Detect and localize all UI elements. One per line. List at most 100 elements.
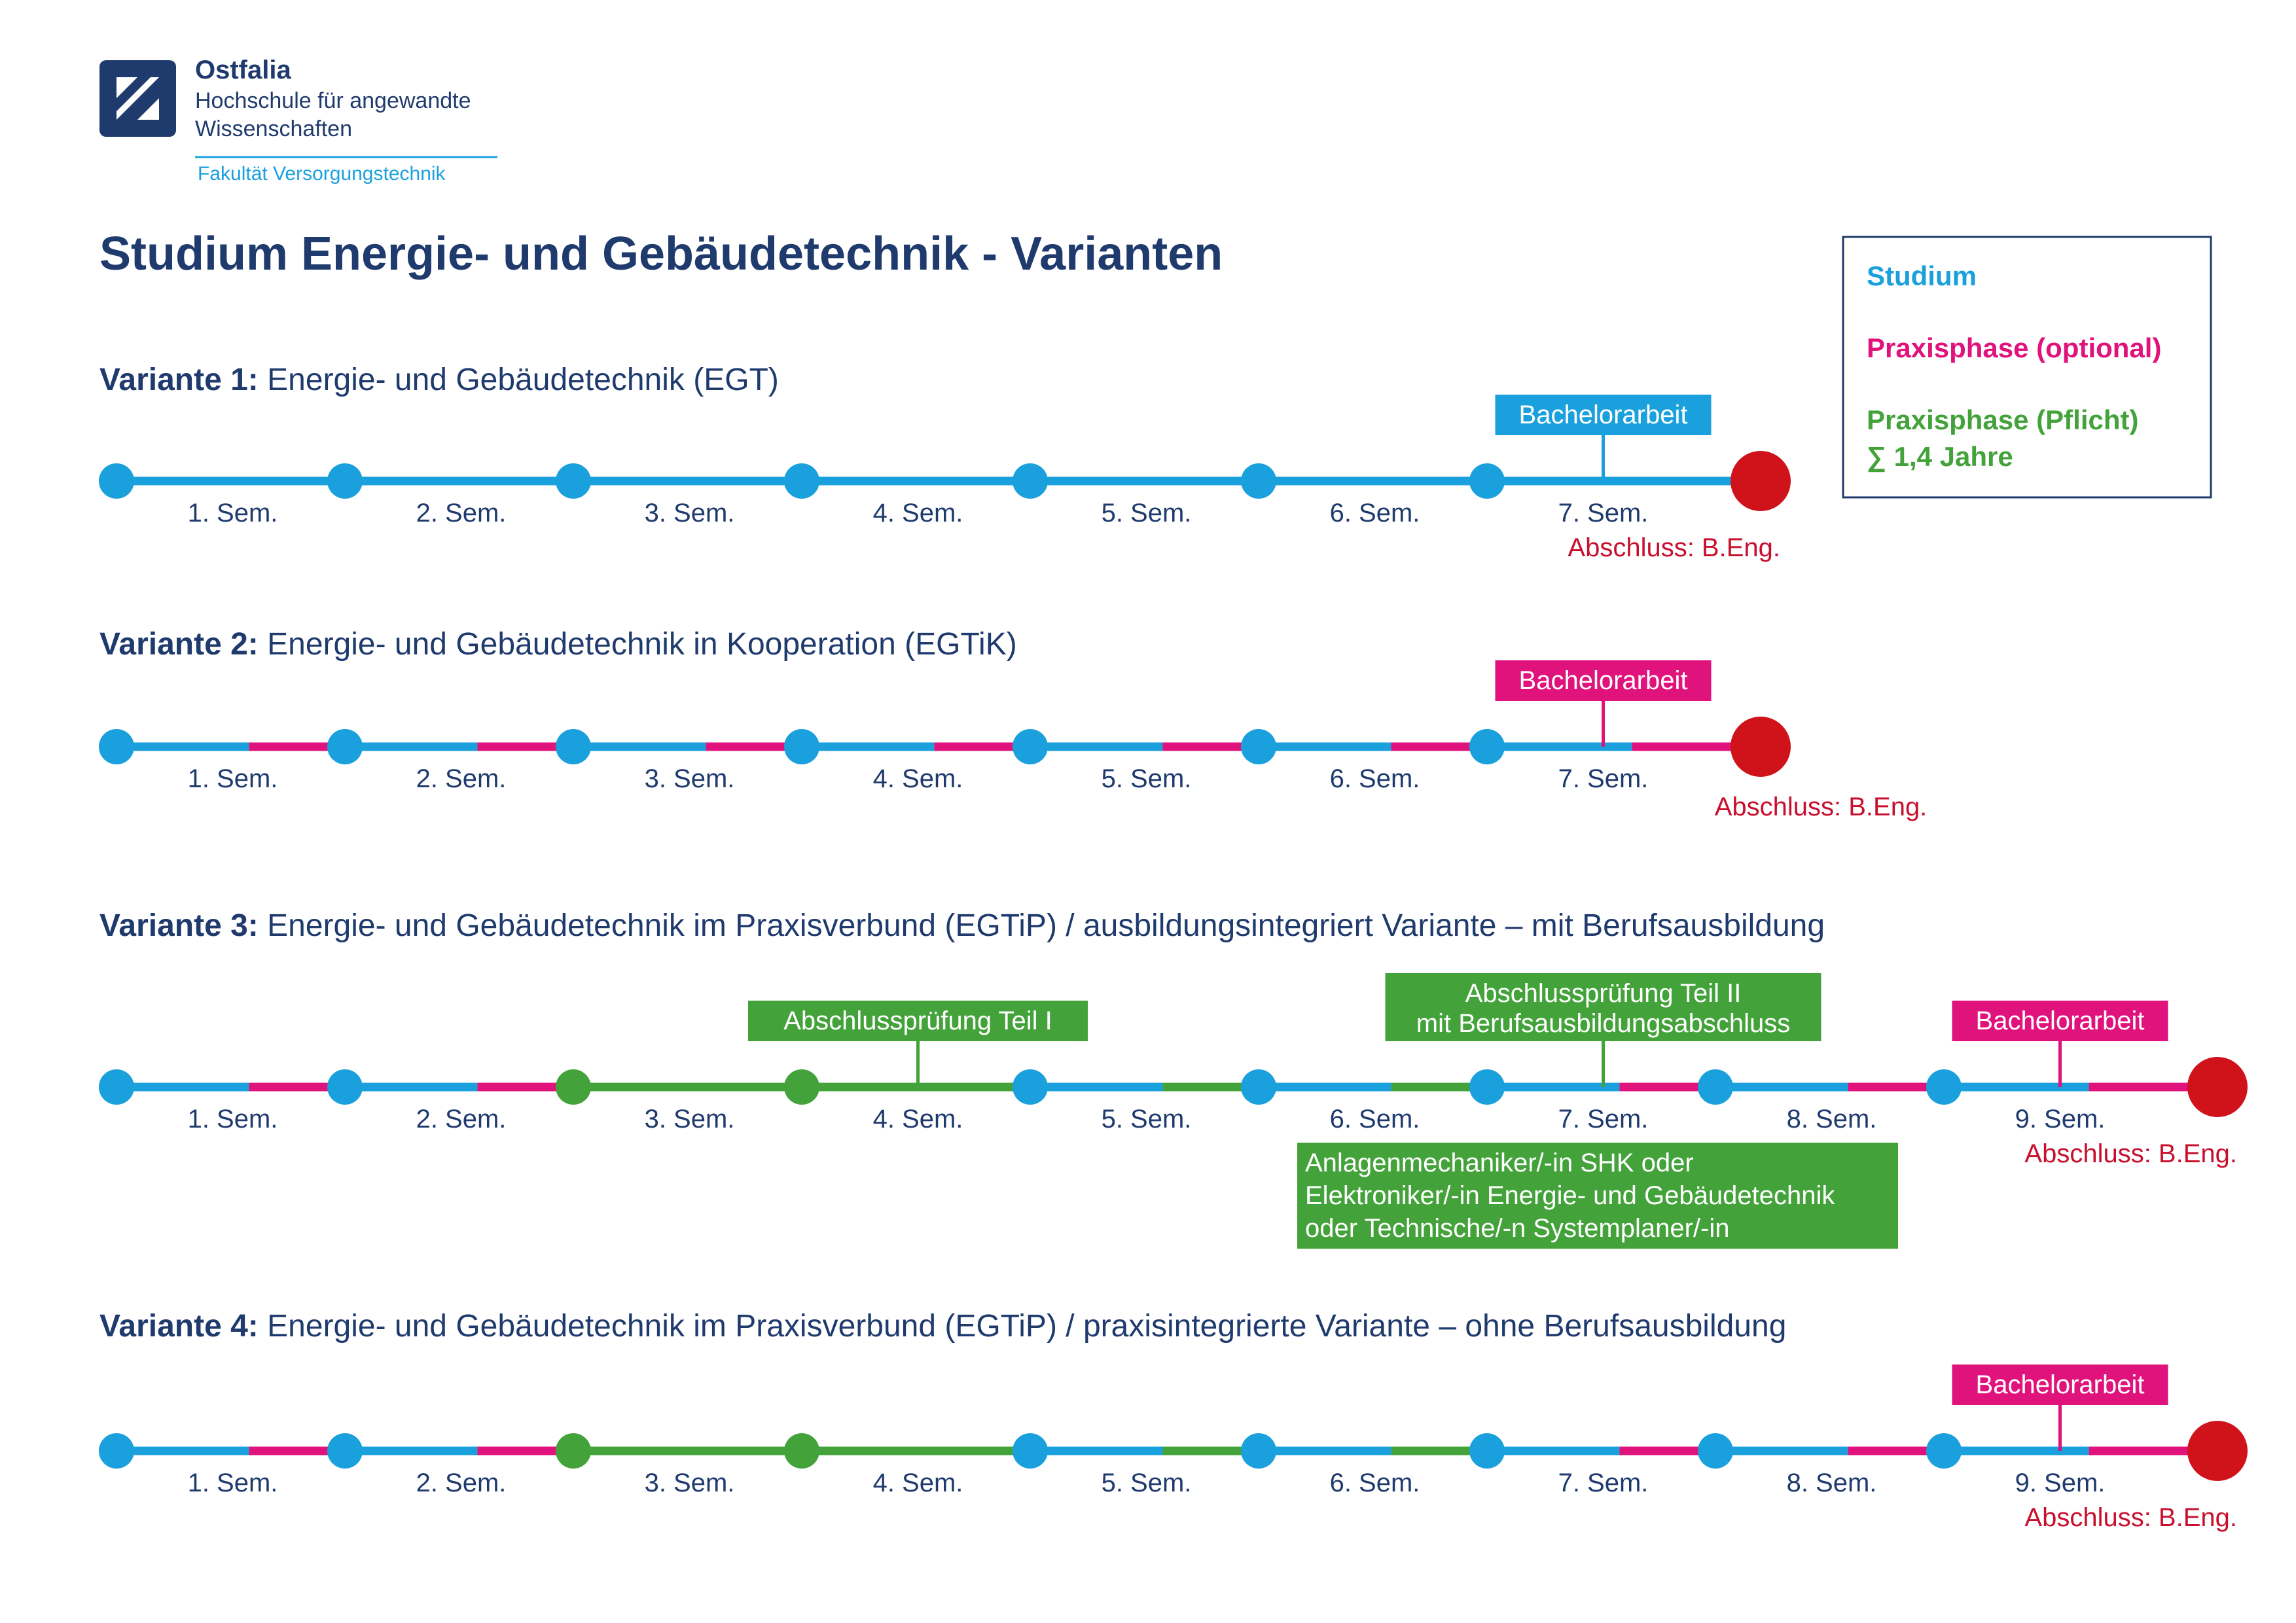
- variant-3: Variante 3: Energie- und Gebäudetechnik …: [99, 908, 2248, 1249]
- variant-1-label: Variante 1: Energie- und Gebäudetechnik …: [99, 363, 779, 397]
- org-line-3: Wissenschaften: [195, 116, 352, 141]
- variants-layer: Variante 1: Energie- und Gebäudetechnik …: [99, 363, 2248, 1532]
- variant-label-bold: Variante 4:: [99, 1309, 259, 1344]
- semester-node-blue: [99, 729, 134, 764]
- faculty-name: Fakultät Versorgungstechnik: [198, 163, 446, 185]
- semester-label: 6. Sem.: [1330, 499, 1420, 527]
- berufsausbildung-text: Anlagenmechaniker/-in SHK oder: [1305, 1149, 1694, 1177]
- semester-node-blue: [327, 1069, 363, 1105]
- semester-label: 2. Sem.: [416, 1105, 507, 1133]
- semester-label: 7. Sem.: [1558, 1469, 1649, 1497]
- variant-2-label: Variante 2: Energie- und Gebäudetechnik …: [99, 627, 1017, 662]
- callout-box: [1385, 973, 1821, 1041]
- callout-box: [1495, 660, 1712, 701]
- variant-3-label: Variante 3: Energie- und Gebäudetechnik …: [99, 908, 1825, 943]
- semester-label: 8. Sem.: [1787, 1105, 1877, 1133]
- callout-text: Bachelorarbeit: [1519, 666, 1688, 695]
- semester-label: 9. Sem.: [2015, 1105, 2106, 1133]
- callout-box: [1952, 1001, 2168, 1041]
- semester-node-blue: [1013, 1433, 1048, 1469]
- semester-node-blue: [327, 1433, 363, 1469]
- semester-node-blue: [1013, 729, 1048, 764]
- semester-label: 1. Sem.: [188, 499, 278, 527]
- semester-label: 6. Sem.: [1330, 1105, 1420, 1133]
- semester-node-blue: [1698, 1069, 1733, 1105]
- abschluss-label: Abschluss: B.Eng.: [1715, 793, 1928, 821]
- semester-label: 3. Sem.: [645, 764, 735, 793]
- berufsausbildung-text: oder Technische/-n Systemplaner/-in: [1305, 1214, 1729, 1243]
- semester-label: 6. Sem.: [1330, 764, 1420, 793]
- variant-2: Variante 2: Energie- und Gebäudetechnik …: [99, 627, 1927, 821]
- semester-label: 5. Sem.: [1102, 1105, 1192, 1133]
- variant-label-bold: Variante 2:: [99, 627, 259, 662]
- variant-label-text: Energie- und Gebäudetechnik in Kooperati…: [259, 627, 1017, 662]
- graduation-node: [1731, 717, 1791, 777]
- semester-label: 4. Sem.: [873, 764, 963, 793]
- semester-node-blue: [99, 1069, 134, 1105]
- variant-label-bold: Variante 1:: [99, 363, 259, 397]
- variant-label-bold: Variante 3:: [99, 908, 259, 943]
- semester-node-blue: [784, 463, 819, 499]
- graduation-node: [1731, 451, 1791, 511]
- semester-node-blue: [1241, 463, 1276, 499]
- legend-box: Studium Praxisphase (optional) Praxispha…: [1842, 236, 2212, 499]
- semester-label: 5. Sem.: [1102, 1469, 1192, 1497]
- semester-label: 6. Sem.: [1330, 1469, 1420, 1497]
- ostfalia-logo-icon: [99, 60, 176, 137]
- semester-node-green: [784, 1069, 819, 1105]
- semester-node-blue: [1013, 1069, 1048, 1105]
- semester-node-blue: [1926, 1069, 1962, 1105]
- semester-node-blue: [556, 729, 591, 764]
- callout-box: [1495, 395, 1712, 435]
- abschluss-label: Abschluss: B.Eng.: [2024, 1503, 2237, 1532]
- variant-label-text: Energie- und Gebäudetechnik im Praxisver…: [259, 908, 1825, 943]
- callout-text: Abschlussprüfung Teil II: [1465, 979, 1742, 1008]
- semester-node-green: [556, 1069, 591, 1105]
- semester-label: 5. Sem.: [1102, 764, 1192, 793]
- semester-label: 5. Sem.: [1102, 499, 1192, 527]
- semester-node-blue: [99, 1433, 134, 1469]
- semester-label: 7. Sem.: [1558, 1105, 1649, 1133]
- semester-label: 9. Sem.: [2015, 1469, 2106, 1497]
- semester-node-green: [784, 1433, 819, 1469]
- callout-text: Bachelorarbeit: [1976, 1007, 2145, 1035]
- berufsausbildung-text: Elektroniker/-in Energie- und Gebäudetec…: [1305, 1181, 1835, 1210]
- semester-label: 3. Sem.: [645, 1469, 735, 1497]
- org-name: Ostfalia: [195, 56, 291, 84]
- semester-node-blue: [327, 463, 363, 499]
- semester-node-green: [556, 1433, 591, 1469]
- semester-node-blue: [1926, 1433, 1962, 1469]
- semester-label: 2. Sem.: [416, 764, 507, 793]
- callout-text: Bachelorarbeit: [1976, 1370, 2145, 1399]
- semester-node-blue: [784, 729, 819, 764]
- semester-node-blue: [327, 729, 363, 764]
- semester-node-blue: [1241, 1069, 1276, 1105]
- callout-text: mit Berufsausbildungsabschluss: [1416, 1009, 1790, 1038]
- semester-node-blue: [1469, 1069, 1505, 1105]
- semester-node-blue: [99, 463, 134, 499]
- semester-node-blue: [556, 463, 591, 499]
- legend-studium: Studium: [1867, 260, 1977, 291]
- variant-4-label: Variante 4: Energie- und Gebäudetechnik …: [99, 1309, 1786, 1344]
- graduation-node: [2187, 1057, 2248, 1117]
- semester-node-blue: [1469, 463, 1505, 499]
- callout-text: Bachelorarbeit: [1519, 401, 1688, 429]
- semester-label: 4. Sem.: [873, 1469, 963, 1497]
- legend-praxis-optional: Praxisphase (optional): [1867, 332, 2161, 363]
- variant-1: Variante 1: Energie- und Gebäudetechnik …: [99, 363, 1791, 562]
- semester-label: 7. Sem.: [1558, 764, 1649, 793]
- variant-4: Variante 4: Energie- und Gebäudetechnik …: [99, 1309, 2248, 1532]
- graduation-node: [2187, 1421, 2248, 1481]
- semester-node-blue: [1241, 1433, 1276, 1469]
- abschluss-label: Abschluss: B.Eng.: [2024, 1139, 2237, 1168]
- callout-box: [748, 1001, 1088, 1041]
- semester-label: 2. Sem.: [416, 1469, 507, 1497]
- semester-label: 3. Sem.: [645, 1105, 735, 1133]
- page-title: Studium Energie- und Gebäudetechnik - Va…: [99, 228, 1223, 280]
- semester-node-blue: [1469, 1433, 1505, 1469]
- semester-label: 1. Sem.: [188, 1105, 278, 1133]
- semester-label: 8. Sem.: [1787, 1469, 1877, 1497]
- callout-box: [1952, 1364, 2168, 1405]
- variant-label-text: Energie- und Gebäudetechnik (EGT): [259, 363, 779, 397]
